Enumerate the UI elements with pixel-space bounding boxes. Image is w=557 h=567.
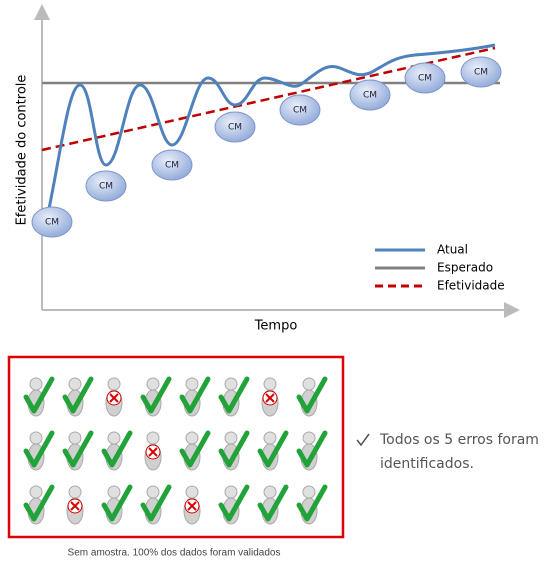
- y-axis-label: Efetividade do controle: [15, 75, 30, 226]
- figure-head: [186, 486, 198, 498]
- legend-label: Efetividade: [437, 279, 505, 293]
- cm-label: CM: [99, 182, 113, 192]
- cm-label: CM: [418, 74, 432, 84]
- cm-label: CM: [293, 106, 307, 116]
- caption: Sem amostra. 100% dos dados foram valida…: [68, 548, 281, 559]
- cm-label: CM: [228, 123, 242, 133]
- cm-label: CM: [165, 161, 179, 171]
- legend-label: Esperado: [437, 261, 493, 275]
- figure-head: [30, 432, 42, 444]
- figure-head: [264, 378, 276, 390]
- page: {"chart": {"y_axis_label": "Efetividade …: [0, 0, 557, 563]
- validation-box: [9, 357, 343, 537]
- figure-head: [108, 378, 120, 390]
- figure-head: [225, 486, 237, 498]
- diagram: Efetividade do controle Tempo CM CM CM CM CM…: [0, 0, 557, 563]
- figure-head: [264, 432, 276, 444]
- figure-head: [225, 432, 237, 444]
- figure-head: [303, 486, 315, 498]
- figure-head: [69, 432, 81, 444]
- figure-head: [186, 378, 198, 390]
- figure-head: [108, 486, 120, 498]
- legend-label: Atual: [437, 243, 468, 257]
- figure-head: [303, 432, 315, 444]
- figure-head: [69, 486, 81, 498]
- figure-head: [108, 432, 120, 444]
- figure-head: [147, 486, 159, 498]
- note-text: Todos os 5 erros foram: [379, 432, 539, 448]
- figure-head: [186, 432, 198, 444]
- cm-label: CM: [363, 91, 377, 101]
- figure-head: [225, 378, 237, 390]
- figure-head: [147, 432, 159, 444]
- x-axis-label: Tempo: [254, 319, 298, 334]
- figure-head: [30, 486, 42, 498]
- note-text: identificados.: [380, 456, 474, 472]
- figure-head: [303, 378, 315, 390]
- cm-label: CM: [474, 68, 488, 78]
- figure-head: [69, 378, 81, 390]
- bullet-check: [357, 434, 369, 445]
- figure-head: [264, 486, 276, 498]
- figure-head: [147, 378, 159, 390]
- figure-head: [30, 378, 42, 390]
- cm-label: CM: [45, 218, 59, 228]
